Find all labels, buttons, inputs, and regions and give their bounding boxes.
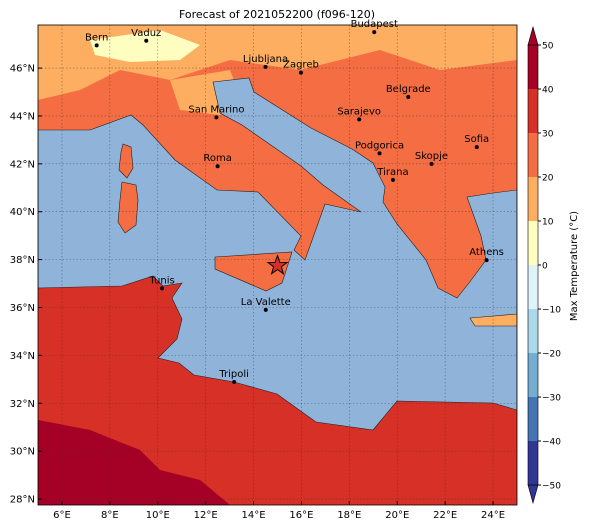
- city-label: Athens: [469, 247, 504, 258]
- city-label: La Valette: [241, 297, 291, 308]
- map-frame: [37, 24, 518, 506]
- colorbar-extend-high: [527, 25, 539, 46]
- colorbar-tick-label: 0: [542, 262, 548, 272]
- colorbar-tick-label: 10: [542, 218, 554, 228]
- x-tick-label: 18°E: [337, 510, 361, 521]
- city-label: Podgorica: [355, 140, 404, 151]
- x-tick-label: 8°E: [101, 510, 119, 521]
- x-tick-label: 22°E: [433, 510, 457, 521]
- colorbar-tick-label: −30: [542, 394, 561, 404]
- y-tick-label: 36°N: [10, 303, 35, 314]
- x-tick-label: 20°E: [385, 510, 409, 521]
- colorbar-tick-label: −10: [542, 306, 561, 316]
- crete: [469, 313, 517, 327]
- city-dot: [357, 117, 362, 122]
- y-tick-label: 34°N: [10, 351, 35, 362]
- axes: 6°E 8°E 10°E 12°E 14°E 16°E 18°E 20°E 22°E 24°E 28…: [10, 64, 505, 521]
- colorbar-tick-label: −40: [542, 438, 561, 448]
- city-dot: [263, 307, 268, 312]
- colorbar-segment: [528, 45, 538, 89]
- map-area: [38, 25, 517, 505]
- city-label: Sarajevo: [337, 106, 381, 117]
- colorbar-segment: [528, 177, 538, 221]
- x-tick-label: 14°E: [242, 510, 266, 521]
- city-label: San Marino: [188, 104, 244, 115]
- y-tick-label: 46°N: [10, 64, 35, 75]
- y-tick-label: 42°N: [10, 159, 35, 170]
- x-tick-label: 16°E: [289, 510, 313, 521]
- y-tick-label: 32°N: [10, 399, 35, 410]
- city-dot: [263, 64, 268, 69]
- y-tick-label: 40°N: [10, 207, 35, 218]
- city-dot: [406, 95, 411, 100]
- city-label: Bern: [85, 32, 108, 43]
- sardinia: [117, 181, 139, 234]
- city-dot: [215, 164, 220, 169]
- city-dot: [429, 161, 434, 166]
- city-label: Ljubljana: [243, 54, 288, 65]
- colorbar-segment: [528, 89, 538, 133]
- colorbar-segment: [528, 221, 538, 265]
- colorbar-label: Max Temperature (°C): [569, 211, 580, 321]
- alps: [90, 30, 200, 62]
- colorbar-tick-label: 20: [542, 174, 554, 184]
- colorbar-segment: [528, 309, 538, 353]
- city-dot: [390, 177, 395, 182]
- event-marker: [266, 254, 289, 275]
- x-tick-label: 24°E: [481, 510, 505, 521]
- x-tick-label: 12°E: [194, 510, 218, 521]
- city-label: Tunis: [148, 275, 174, 286]
- colorbar-segment: [528, 265, 538, 309]
- x-tick-label: 6°E: [53, 510, 71, 521]
- africa-hot: [38, 420, 230, 505]
- colorbar-tick-label: −20: [542, 350, 561, 360]
- title: Forecast of 2021052200 (f096-120): [179, 8, 375, 21]
- corsica: [118, 143, 134, 179]
- city-dot: [144, 38, 149, 43]
- x-tick-label: 10°E: [146, 510, 170, 521]
- city-dot: [94, 43, 99, 48]
- colorbar-tick-label: −50: [542, 482, 561, 492]
- city-label: Budapest: [351, 19, 398, 30]
- city-label: Sofia: [464, 134, 489, 145]
- city-label: Tripoli: [218, 369, 249, 380]
- colorbar-tick-label: 40: [542, 86, 554, 96]
- city-label: Skopje: [415, 151, 448, 162]
- city-label: Tirana: [376, 167, 408, 178]
- y-tick-label: 38°N: [10, 255, 35, 266]
- city-dot: [298, 70, 303, 75]
- city-dot: [474, 145, 479, 150]
- y-tick-label: 30°N: [10, 447, 35, 458]
- city-dot: [372, 30, 377, 35]
- city-dot: [160, 286, 165, 291]
- y-tick-label: 44°N: [10, 111, 35, 122]
- patch: [450, 25, 517, 50]
- city-label: Vaduz: [131, 28, 161, 39]
- colorbar-tick-label: 50: [542, 42, 554, 52]
- colorbar-segment: [528, 441, 538, 485]
- colorbar-tick-label: 30: [542, 130, 554, 140]
- city-label: Zagreb: [283, 60, 319, 71]
- colorbar-segment: [528, 133, 538, 177]
- city-label: Roma: [203, 153, 232, 164]
- city-dot: [214, 115, 219, 120]
- city-dot: [232, 379, 237, 384]
- colorbar-segment: [528, 353, 538, 397]
- city-label: Belgrade: [386, 84, 431, 95]
- colorbar-segment: [528, 397, 538, 441]
- city-dot: [484, 258, 489, 263]
- colorbar: −50 −40 −30 −20 −10 0 10 20 30 40 50: [527, 25, 561, 505]
- colorbar-extend-low: [527, 484, 539, 505]
- y-tick-label: 28°N: [10, 495, 35, 506]
- city-dot: [377, 151, 382, 156]
